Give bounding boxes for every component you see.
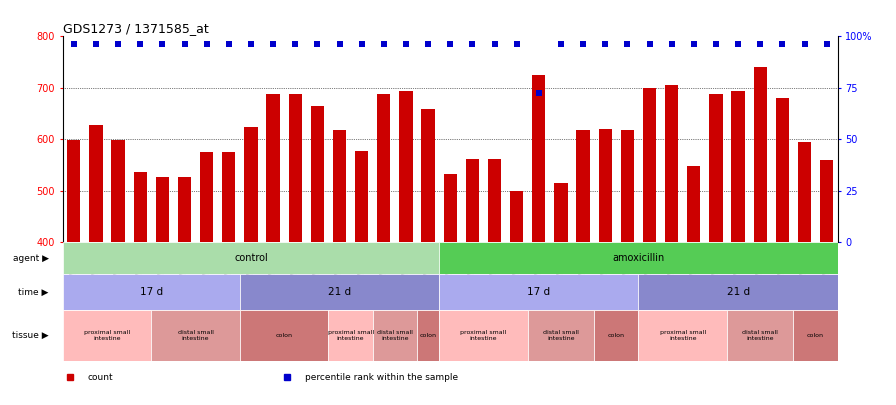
- Bar: [555, 183, 567, 243]
- Text: control: control: [234, 253, 268, 263]
- Bar: [200, 152, 213, 243]
- Text: proximal small
intestine: proximal small intestine: [461, 330, 506, 341]
- Text: GDS1273 / 1371585_at: GDS1273 / 1371585_at: [63, 22, 209, 35]
- Bar: [329, 310, 373, 361]
- Bar: [417, 310, 439, 361]
- Bar: [488, 159, 501, 243]
- Text: 21 d: 21 d: [727, 287, 750, 297]
- Bar: [63, 310, 151, 361]
- Bar: [439, 310, 528, 361]
- Bar: [311, 106, 324, 243]
- Text: 17 d: 17 d: [140, 287, 163, 297]
- Bar: [528, 310, 594, 361]
- Bar: [754, 67, 767, 243]
- Bar: [240, 310, 329, 361]
- Text: colon: colon: [607, 333, 625, 338]
- Bar: [63, 274, 240, 310]
- Text: time ▶: time ▶: [19, 288, 48, 296]
- Bar: [373, 310, 417, 361]
- Text: colon: colon: [807, 333, 824, 338]
- Bar: [63, 243, 439, 274]
- Text: 17 d: 17 d: [527, 287, 550, 297]
- Bar: [240, 274, 439, 310]
- Text: proximal small
intestine: proximal small intestine: [328, 330, 374, 341]
- Bar: [532, 75, 546, 243]
- Bar: [727, 310, 794, 361]
- Bar: [222, 152, 236, 243]
- Bar: [333, 130, 346, 243]
- Bar: [576, 130, 590, 243]
- Bar: [776, 98, 789, 243]
- Bar: [421, 109, 435, 243]
- Text: tissue ▶: tissue ▶: [13, 331, 48, 340]
- Bar: [643, 88, 656, 243]
- Bar: [439, 274, 639, 310]
- Text: colon: colon: [419, 333, 436, 338]
- Bar: [67, 141, 81, 243]
- Bar: [355, 151, 368, 243]
- Bar: [466, 159, 479, 243]
- Text: proximal small
intestine: proximal small intestine: [84, 330, 130, 341]
- Bar: [439, 243, 838, 274]
- Text: distal small
intestine: distal small intestine: [742, 330, 779, 341]
- Bar: [639, 274, 838, 310]
- Text: 21 d: 21 d: [328, 287, 351, 297]
- Bar: [156, 177, 169, 243]
- Text: percentile rank within the sample: percentile rank within the sample: [305, 373, 458, 382]
- Bar: [151, 310, 240, 361]
- Bar: [90, 125, 102, 243]
- Text: proximal small
intestine: proximal small intestine: [659, 330, 706, 341]
- Bar: [820, 160, 833, 243]
- Bar: [245, 126, 257, 243]
- Bar: [400, 91, 412, 243]
- Bar: [266, 94, 280, 243]
- Bar: [621, 130, 634, 243]
- Bar: [798, 142, 811, 243]
- Bar: [665, 85, 678, 243]
- Text: distal small
intestine: distal small intestine: [543, 330, 579, 341]
- Bar: [377, 94, 391, 243]
- Bar: [178, 177, 191, 243]
- Text: distal small
intestine: distal small intestine: [177, 330, 213, 341]
- Bar: [444, 174, 457, 243]
- Bar: [687, 166, 701, 243]
- Bar: [594, 310, 639, 361]
- Bar: [710, 94, 722, 243]
- Text: agent ▶: agent ▶: [13, 254, 48, 263]
- Bar: [134, 173, 147, 243]
- Text: distal small
intestine: distal small intestine: [377, 330, 413, 341]
- Bar: [510, 191, 523, 243]
- Text: colon: colon: [276, 333, 293, 338]
- Text: count: count: [88, 373, 113, 382]
- Bar: [111, 141, 125, 243]
- Bar: [289, 94, 302, 243]
- Bar: [639, 310, 727, 361]
- Bar: [599, 129, 612, 243]
- Bar: [731, 91, 745, 243]
- Bar: [794, 310, 838, 361]
- Text: amoxicillin: amoxicillin: [612, 253, 665, 263]
